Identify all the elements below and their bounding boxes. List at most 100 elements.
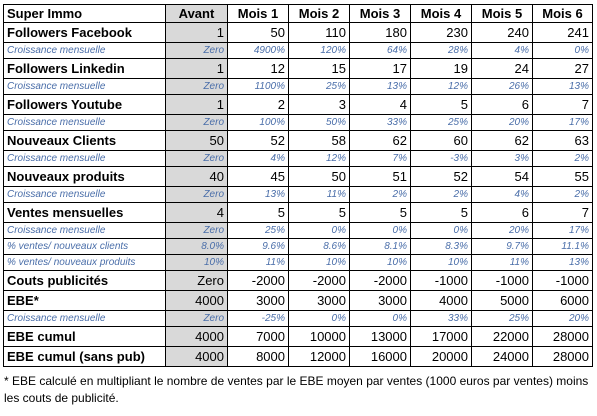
value-cell[interactable]: 15 <box>288 58 350 79</box>
value-cell[interactable]: 7% <box>349 150 411 167</box>
avant-cell[interactable]: 4000 <box>165 326 228 347</box>
value-cell[interactable]: 1100% <box>227 78 289 95</box>
value-cell[interactable]: 10000 <box>288 326 350 347</box>
value-cell[interactable]: 13% <box>532 78 593 95</box>
header-cell-avant[interactable]: Avant <box>165 4 228 23</box>
value-cell[interactable]: 25% <box>410 114 472 131</box>
value-cell[interactable]: 4900% <box>227 42 289 59</box>
value-cell[interactable]: 64% <box>349 42 411 59</box>
value-cell[interactable]: 100% <box>227 114 289 131</box>
value-cell[interactable]: 180 <box>349 22 411 43</box>
value-cell[interactable]: 11% <box>288 186 350 203</box>
value-cell[interactable]: 5000 <box>471 290 533 311</box>
value-cell[interactable]: -2000 <box>227 270 289 291</box>
avant-cell[interactable]: Zero <box>165 186 228 203</box>
value-cell[interactable]: 5 <box>227 202 289 223</box>
value-cell[interactable]: 16000 <box>349 346 411 367</box>
value-cell[interactable]: 3 <box>288 94 350 115</box>
value-cell[interactable]: 25% <box>288 78 350 95</box>
row-label-cell[interactable]: Followers Youtube <box>3 94 166 115</box>
value-cell[interactable]: 13% <box>532 254 593 271</box>
header-cell-mois-5[interactable]: Mois 5 <box>471 4 533 23</box>
value-cell[interactable]: 12000 <box>288 346 350 367</box>
row-label-cell[interactable]: Followers Facebook <box>3 22 166 43</box>
row-label-cell[interactable]: Croissance mensuelle <box>3 222 166 239</box>
value-cell[interactable]: 7 <box>532 94 593 115</box>
value-cell[interactable]: 4% <box>227 150 289 167</box>
value-cell[interactable]: 4% <box>471 42 533 59</box>
avant-cell[interactable]: 40 <box>165 166 228 187</box>
value-cell[interactable]: 33% <box>349 114 411 131</box>
value-cell[interactable]: 4000 <box>410 290 472 311</box>
value-cell[interactable]: 0% <box>410 222 472 239</box>
value-cell[interactable]: 33% <box>410 310 472 327</box>
value-cell[interactable]: 0% <box>288 310 350 327</box>
header-cell-mois-2[interactable]: Mois 2 <box>288 4 350 23</box>
value-cell[interactable]: 25% <box>227 222 289 239</box>
value-cell[interactable]: -1000 <box>532 270 593 291</box>
row-label-cell[interactable]: Croissance mensuelle <box>3 78 166 95</box>
value-cell[interactable]: 26% <box>471 78 533 95</box>
value-cell[interactable]: 58 <box>288 130 350 151</box>
value-cell[interactable]: 8.3% <box>410 238 472 255</box>
value-cell[interactable]: 8.1% <box>349 238 411 255</box>
value-cell[interactable]: 0% <box>288 222 350 239</box>
value-cell[interactable]: -1000 <box>410 270 472 291</box>
value-cell[interactable]: 12 <box>227 58 289 79</box>
value-cell[interactable]: 50 <box>288 166 350 187</box>
value-cell[interactable]: 54 <box>471 166 533 187</box>
row-label-cell[interactable]: Nouveaux Clients <box>3 130 166 151</box>
avant-cell[interactable]: 1 <box>165 22 228 43</box>
value-cell[interactable]: -1000 <box>471 270 533 291</box>
value-cell[interactable]: 25% <box>471 310 533 327</box>
value-cell[interactable]: 52 <box>410 166 472 187</box>
value-cell[interactable]: 2 <box>227 94 289 115</box>
value-cell[interactable]: 9.7% <box>471 238 533 255</box>
row-label-cell[interactable]: Nouveaux produits <box>3 166 166 187</box>
value-cell[interactable]: 22000 <box>471 326 533 347</box>
value-cell[interactable]: 3000 <box>349 290 411 311</box>
row-label-cell[interactable]: EBE cumul (sans pub) <box>3 346 166 367</box>
value-cell[interactable]: 3% <box>471 150 533 167</box>
value-cell[interactable]: 28% <box>410 42 472 59</box>
value-cell[interactable]: 20% <box>471 114 533 131</box>
value-cell[interactable]: 13% <box>227 186 289 203</box>
value-cell[interactable]: 0% <box>349 310 411 327</box>
value-cell[interactable]: 2% <box>410 186 472 203</box>
value-cell[interactable]: 8.6% <box>288 238 350 255</box>
value-cell[interactable]: 8000 <box>227 346 289 367</box>
value-cell[interactable]: 17% <box>532 222 593 239</box>
value-cell[interactable]: 17 <box>349 58 411 79</box>
value-cell[interactable]: 28000 <box>532 346 593 367</box>
value-cell[interactable]: 20% <box>532 310 593 327</box>
value-cell[interactable]: 27 <box>532 58 593 79</box>
avant-cell[interactable]: 1 <box>165 94 228 115</box>
value-cell[interactable]: 62 <box>471 130 533 151</box>
avant-cell[interactable]: 4000 <box>165 290 228 311</box>
row-label-cell[interactable]: Croissance mensuelle <box>3 186 166 203</box>
value-cell[interactable]: 4 <box>349 94 411 115</box>
value-cell[interactable]: 0% <box>532 42 593 59</box>
value-cell[interactable]: -3% <box>410 150 472 167</box>
value-cell[interactable]: 6 <box>471 94 533 115</box>
value-cell[interactable]: 230 <box>410 22 472 43</box>
row-label-cell[interactable]: Followers Linkedin <box>3 58 166 79</box>
avant-cell[interactable]: Zero <box>165 310 228 327</box>
value-cell[interactable]: 55 <box>532 166 593 187</box>
value-cell[interactable]: 7 <box>532 202 593 223</box>
value-cell[interactable]: 7000 <box>227 326 289 347</box>
value-cell[interactable]: 5 <box>349 202 411 223</box>
avant-cell[interactable]: Zero <box>165 150 228 167</box>
value-cell[interactable]: 240 <box>471 22 533 43</box>
value-cell[interactable]: 11% <box>471 254 533 271</box>
value-cell[interactable]: 5 <box>410 94 472 115</box>
avant-cell[interactable]: Zero <box>165 78 228 95</box>
value-cell[interactable]: 17000 <box>410 326 472 347</box>
avant-cell[interactable]: 8.0% <box>165 238 228 255</box>
value-cell[interactable]: 3000 <box>227 290 289 311</box>
value-cell[interactable]: 10% <box>349 254 411 271</box>
row-label-cell[interactable]: Couts publicités <box>3 270 166 291</box>
avant-cell[interactable]: 10% <box>165 254 228 271</box>
value-cell[interactable]: 6000 <box>532 290 593 311</box>
row-label-cell[interactable]: Croissance mensuelle <box>3 150 166 167</box>
